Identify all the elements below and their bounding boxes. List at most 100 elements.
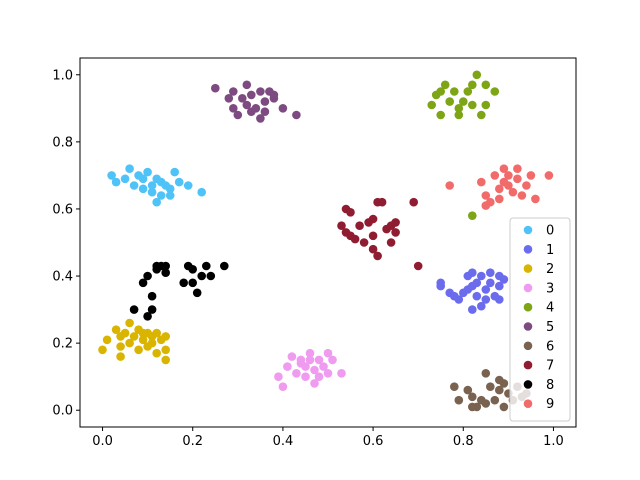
data-point-series-1 [454, 295, 464, 304]
data-point-series-6 [499, 379, 509, 388]
data-point-series-3 [323, 369, 333, 378]
y-tick-label: 0.2 [52, 337, 73, 352]
x-tick-label: 0.8 [453, 434, 474, 449]
data-point-series-1 [495, 281, 504, 291]
plot-frame [79, 57, 577, 428]
legend-label: 3 [546, 281, 554, 296]
data-point-series-3 [328, 355, 337, 365]
x-tick-label: 0.2 [182, 434, 203, 449]
data-point-series-8 [143, 312, 152, 321]
data-point-series-0 [143, 167, 152, 177]
data-point-series-9 [508, 187, 518, 197]
data-point-series-5 [238, 94, 247, 103]
y-tick-label: 0.6 [52, 202, 73, 217]
data-point-series-3 [305, 348, 315, 358]
data-point-series-3 [296, 355, 306, 365]
data-point-series-4 [481, 80, 491, 90]
data-point-series-9 [531, 194, 540, 204]
data-point-series-3 [310, 365, 319, 375]
data-point-series-1 [468, 268, 477, 278]
data-point-series-3 [301, 362, 310, 371]
data-point-series-4 [459, 97, 468, 106]
data-point-series-0 [138, 174, 148, 184]
legend-label: 0 [546, 224, 554, 239]
data-point-series-2 [98, 345, 107, 355]
data-point-series-5 [260, 107, 270, 116]
x-tick-label: 1.0 [543, 434, 564, 449]
y-tick-label: 1.0 [52, 68, 73, 83]
data-point-series-1 [436, 281, 446, 291]
data-point-series-4 [445, 97, 455, 106]
data-point-series-1 [486, 268, 495, 278]
data-point-series-6 [481, 399, 491, 408]
data-point-series-9 [481, 191, 491, 200]
data-point-series-4 [481, 100, 491, 110]
data-point-series-5 [229, 87, 238, 96]
data-point-series-7 [409, 197, 419, 207]
data-point-series-0 [138, 184, 148, 194]
data-point-series-8 [138, 278, 148, 288]
data-point-series-6 [472, 402, 482, 412]
data-point-series-2 [120, 328, 130, 338]
legend-marker [523, 399, 533, 409]
data-point-series-4 [477, 110, 486, 120]
data-point-series-2 [116, 352, 125, 361]
x-tick-label: 0.6 [363, 434, 384, 449]
data-point-series-9 [486, 197, 495, 207]
data-point-series-6 [499, 402, 509, 412]
data-point-series-4 [450, 87, 459, 96]
data-point-series-9 [490, 171, 500, 180]
data-point-series-6 [468, 392, 477, 402]
data-point-series-5 [292, 110, 301, 120]
data-point-series-7 [359, 238, 369, 247]
data-point-series-0 [183, 181, 193, 190]
data-point-series-6 [490, 395, 500, 405]
data-point-series-7 [391, 228, 400, 237]
legend-label: 1 [546, 243, 554, 258]
legend-marker [523, 283, 533, 293]
data-point-series-2 [152, 328, 161, 338]
data-point-series-8 [197, 271, 206, 281]
data-point-series-3 [319, 362, 328, 371]
x-tick-label: 0.0 [92, 434, 113, 449]
data-point-series-3 [283, 362, 292, 371]
x-axis: 0.0 0.2 0.4 0.6 0.8 1.0 [92, 427, 564, 449]
y-tick-label: 0.8 [52, 135, 73, 150]
data-point-series-0 [156, 191, 166, 200]
data-point-series-6 [495, 385, 504, 395]
data-point-series-1 [486, 278, 495, 288]
data-point-series-9 [504, 171, 513, 180]
data-point-series-9 [495, 184, 504, 194]
data-point-series-3 [314, 355, 324, 365]
legend-label: 2 [546, 262, 554, 277]
data-point-series-0 [120, 174, 130, 184]
data-point-series-1 [477, 301, 486, 311]
data-point-series-3 [305, 355, 315, 365]
data-point-series-9 [544, 171, 554, 180]
data-point-series-3 [323, 348, 333, 358]
data-point-series-4 [468, 100, 477, 110]
data-point-series-8 [147, 305, 157, 314]
points-layer [98, 70, 554, 412]
data-point-series-8 [129, 305, 139, 314]
data-point-series-0 [107, 171, 116, 180]
data-point-series-5 [242, 100, 252, 110]
legend-label: 6 [546, 339, 554, 354]
data-point-series-6 [481, 369, 491, 378]
data-point-series-7 [337, 221, 346, 230]
data-point-series-3 [287, 352, 297, 361]
data-point-series-8 [188, 278, 197, 288]
data-point-series-0 [170, 167, 179, 177]
data-point-series-9 [499, 164, 509, 173]
legend: 0 1 2 3 4 5 6 7 8 9 [509, 217, 571, 422]
data-point-series-8 [202, 261, 211, 271]
data-point-series-0 [111, 177, 121, 187]
data-point-series-8 [179, 278, 188, 288]
data-point-series-7 [373, 251, 382, 261]
data-point-series-4 [468, 80, 477, 90]
data-point-series-1 [477, 271, 486, 281]
data-point-series-1 [463, 285, 473, 294]
data-point-series-4 [427, 100, 437, 110]
data-point-series-6 [486, 382, 495, 392]
data-point-series-7 [346, 208, 355, 217]
